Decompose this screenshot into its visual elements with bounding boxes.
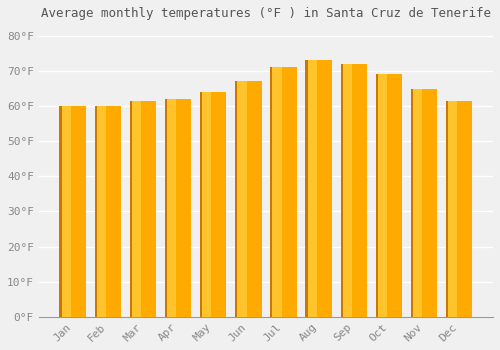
Bar (62, 106, 71, 317)
Bar (60, 106, 86, 317)
Bar (378, 75, 387, 317)
Bar (235, 82, 238, 317)
Bar (270, 68, 272, 317)
Bar (411, 89, 438, 317)
Bar (202, 92, 211, 317)
Bar (376, 75, 378, 317)
Title: Average monthly temperatures (°F ) in Santa Cruz de Tenerife: Average monthly temperatures (°F ) in Sa… (41, 7, 491, 20)
Bar (94, 106, 96, 317)
Bar (308, 61, 317, 317)
Bar (96, 106, 106, 317)
Bar (235, 82, 262, 317)
Bar (411, 89, 413, 317)
Bar (94, 106, 121, 317)
Bar (130, 101, 156, 317)
Bar (200, 92, 226, 317)
Bar (306, 61, 308, 317)
Bar (270, 68, 296, 317)
Bar (376, 75, 402, 317)
Bar (340, 64, 342, 317)
Bar (342, 64, 352, 317)
Bar (130, 101, 132, 317)
Bar (200, 92, 202, 317)
Bar (167, 99, 176, 317)
Bar (446, 101, 448, 317)
Bar (448, 101, 458, 317)
Bar (165, 99, 167, 317)
Bar (340, 64, 367, 317)
Bar (60, 106, 62, 317)
Bar (132, 101, 141, 317)
Bar (446, 101, 472, 317)
Bar (238, 82, 246, 317)
Bar (272, 68, 281, 317)
Bar (413, 89, 422, 317)
Bar (306, 61, 332, 317)
Bar (165, 99, 191, 317)
